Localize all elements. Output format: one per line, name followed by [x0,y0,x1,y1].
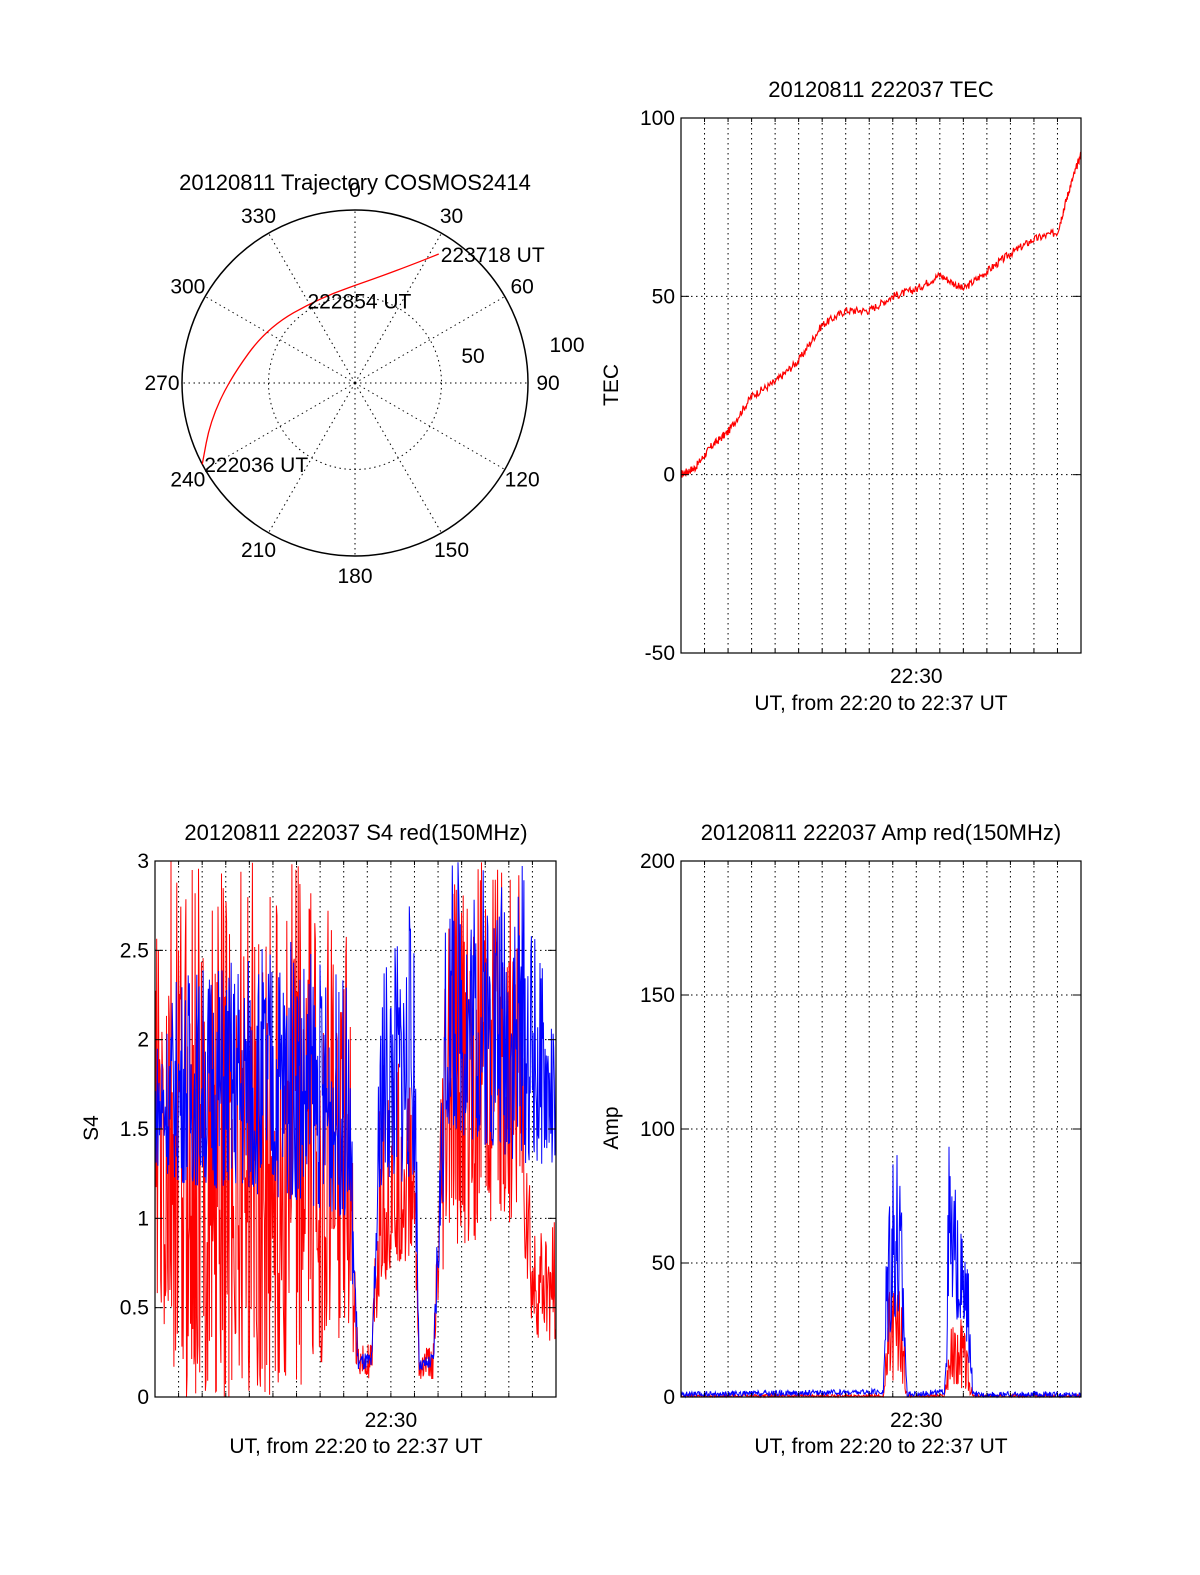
plot-frame [680,117,1082,654]
polar-trajectory-line [201,253,439,465]
polar-time-annotation: 222854 UT [307,291,411,314]
y-tick-label: 50 [652,285,675,308]
y-tick-label: 100 [640,1118,675,1141]
y-tick-label: 50 [652,1252,675,1275]
polar-azimuth-label: 120 [505,469,540,492]
y-tick-label: 0.5 [120,1297,149,1320]
s4-y-axis-label: S4 [80,1115,103,1141]
polar-azimuth-label: 300 [170,276,205,299]
polar-spoke [354,232,442,384]
polar-spoke [204,382,356,470]
polar-azimuth-label: 180 [337,565,372,588]
polar-azimuth-label: 150 [434,539,469,562]
polar-time-annotation: 222036 UT [204,454,308,477]
s4-chart: 20120811 222037 S4 red(150MHz) UT, from … [80,820,557,1458]
tec-chart-title: 20120811 222037 TEC [768,77,994,102]
y-tick-label: -50 [645,642,675,665]
polar-azimuth-label: 90 [536,372,559,395]
y-tick-label: 100 [640,107,675,130]
y-tick-label: 0 [663,1386,675,1409]
polar-azimuth-label: 60 [510,276,533,299]
polar-spoke [354,296,506,384]
s4-x-axis-label: UT, from 22:20 to 22:37 UT [229,1435,482,1458]
polar-spoke [354,382,442,534]
polar-spoke [354,382,506,470]
polar-azimuth-label: 0 [349,179,361,202]
amp-y-axis-label: Amp [600,1106,623,1149]
polar-azimuth-label: 240 [170,469,205,492]
s4-chart-title: 20120811 222037 S4 red(150MHz) [184,820,527,845]
polar-trajectory-chart: 20120811 Trajectory COSMOS2414 0 30 60 90 12… [144,170,584,588]
polar-radial-label: 100 [549,334,584,357]
polar-spoke [268,382,356,534]
polar-azimuth-label: 30 [440,205,463,228]
series-line [154,862,557,1371]
polar-trajectory-series [201,253,439,465]
polar-grid [181,209,529,557]
y-tick-label: 0 [137,1386,149,1409]
polar-azimuth-labels: 0 30 60 90 120 150 180 210 240 270 300 330 50 100 [144,179,584,588]
polar-radial-label: 50 [461,345,484,368]
y-tick-label: 200 [640,850,675,873]
tec-chart: 20120811 222037 TEC UT, from 22:20 to 22… [600,77,1082,715]
y-tick-label: 150 [640,984,675,1007]
y-tick-label: 1 [137,1207,149,1230]
y-tick-label: 2.5 [120,939,149,962]
tec-y-axis-label: TEC [600,364,623,406]
amp-x-axis-label: UT, from 22:20 to 22:37 UT [754,1435,1007,1458]
polar-outer-circle [181,209,529,557]
polar-azimuth-label: 330 [241,205,276,228]
tec-x-axis-label: UT, from 22:20 to 22:37 UT [754,692,1007,715]
series-line [680,1146,1082,1399]
polar-spoke [268,232,356,384]
polar-chart-title: 20120811 Trajectory COSMOS2414 [179,170,531,195]
x-tick-label: 22:30 [890,1409,943,1432]
polar-azimuth-label: 270 [144,372,179,395]
polar-azimuth-label: 210 [241,539,276,562]
amp-chart-title: 20120811 222037 Amp red(150MHz) [701,820,1061,845]
x-tick-label: 22:30 [890,665,943,688]
y-tick-label: 2 [137,1029,149,1052]
y-tick-label: 3 [137,850,149,873]
amp-chart: 20120811 222037 Amp red(150MHz) UT, from… [600,820,1082,1458]
x-tick-label: 22:30 [365,1409,418,1432]
y-tick-label: 0 [663,464,675,487]
polar-annotations: 223718 UT 222854 UT 222036 UT [204,244,545,477]
y-tick-label: 1.5 [120,1118,149,1141]
series-line [680,151,1082,478]
polar-spoke [204,296,356,384]
polar-time-annotation: 223718 UT [441,244,545,267]
series-line [680,1291,1082,1399]
